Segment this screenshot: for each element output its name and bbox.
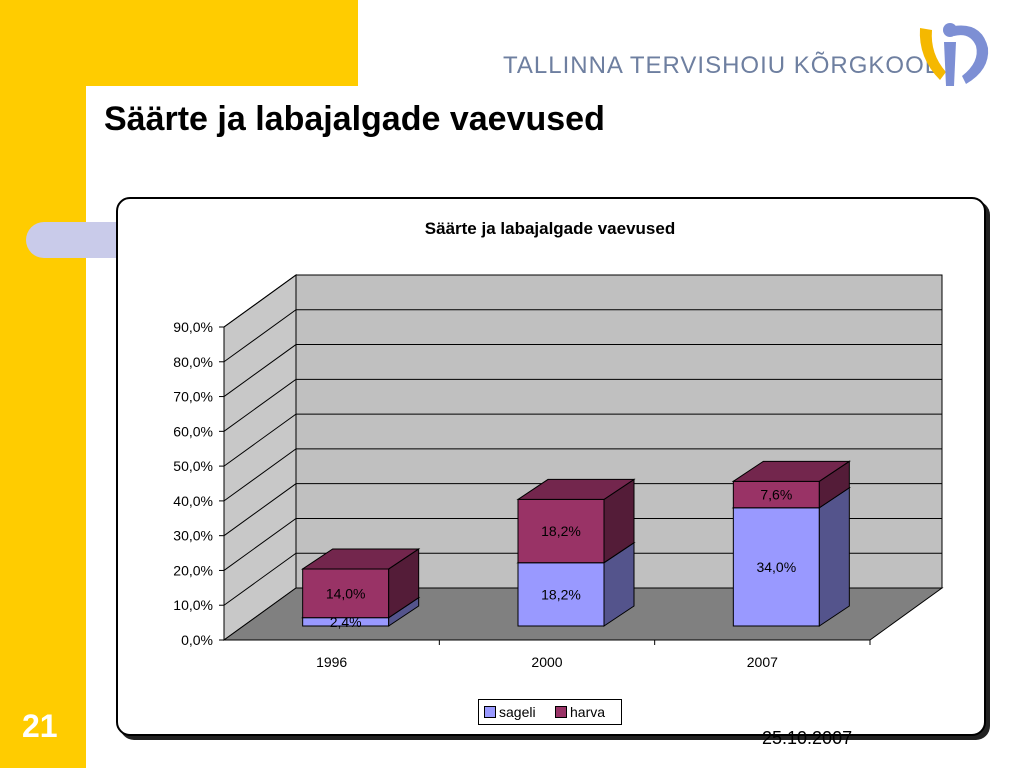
bar-sageli-2007	[732, 507, 820, 627]
gridline	[223, 309, 942, 363]
bar-sageli-2000	[517, 562, 605, 627]
logo-text: TALLINNA TERVISHOIU KÕRGKOOL	[503, 52, 940, 79]
x-tick-label: 2000	[531, 654, 562, 670]
chart-title: Säärte ja labajalgade vaevused	[425, 219, 675, 238]
legend-item-harva: harva	[555, 703, 605, 721]
bar-top-harva-2000	[516, 478, 636, 500]
data-label-harva-2000: 18,2%	[541, 523, 581, 539]
y-tick-label: 80,0%	[173, 354, 213, 370]
gridline	[223, 448, 942, 502]
legend-swatch-harva	[555, 706, 567, 718]
bar-top-harva-2007	[731, 460, 851, 482]
logo-icon	[919, 23, 989, 86]
gridline	[223, 344, 942, 397]
legend-swatch-sageli	[484, 706, 496, 718]
y-tick-label: 70,0%	[173, 389, 213, 405]
y-tick-label: 10,0%	[173, 597, 213, 613]
legend-item-sageli: sageli	[484, 703, 536, 721]
content-corner	[86, 86, 206, 206]
data-label-sageli-2000: 18,2%	[541, 586, 581, 602]
gridline	[223, 378, 942, 432]
top-accent-block	[0, 0, 358, 86]
left-accent-strip	[0, 0, 86, 768]
x-tick-label: 1996	[316, 654, 347, 670]
gridline	[223, 552, 942, 606]
bar-harva-2007	[732, 480, 820, 509]
gridline	[223, 274, 942, 328]
data-label-harva-2007: 7,6%	[760, 487, 792, 503]
y-tick-label: 0,0%	[181, 632, 213, 648]
bar-harva-2000	[517, 498, 605, 564]
slide-number: 21	[22, 708, 58, 744]
data-label-sageli-2007: 34,0%	[756, 559, 796, 575]
legend-label-sageli: sageli	[499, 704, 536, 720]
slide-date: 25.10.2007	[762, 728, 853, 748]
chart-legend: sageli harva	[478, 699, 622, 725]
y-tick-label: 90,0%	[173, 319, 213, 335]
bar-top-harva-1996	[301, 548, 421, 570]
y-tick-label: 60,0%	[173, 423, 213, 439]
y-tick-label: 40,0%	[173, 493, 213, 509]
gridline	[223, 483, 942, 537]
y-tick-label: 20,0%	[173, 562, 213, 578]
gridline	[223, 517, 942, 571]
gridline	[223, 413, 942, 467]
x-tick-label: 2007	[747, 654, 778, 670]
legend-label-harva: harva	[570, 704, 606, 720]
y-tick-label: 30,0%	[173, 528, 213, 544]
slide-title: Säärte ja labajalgade vaevused	[104, 100, 605, 138]
chart-side-wall	[223, 274, 297, 641]
data-label-harva-1996: 14,0%	[326, 585, 366, 601]
y-tick-label: 50,0%	[173, 458, 213, 474]
bar-side-sageli-2007	[818, 486, 850, 627]
